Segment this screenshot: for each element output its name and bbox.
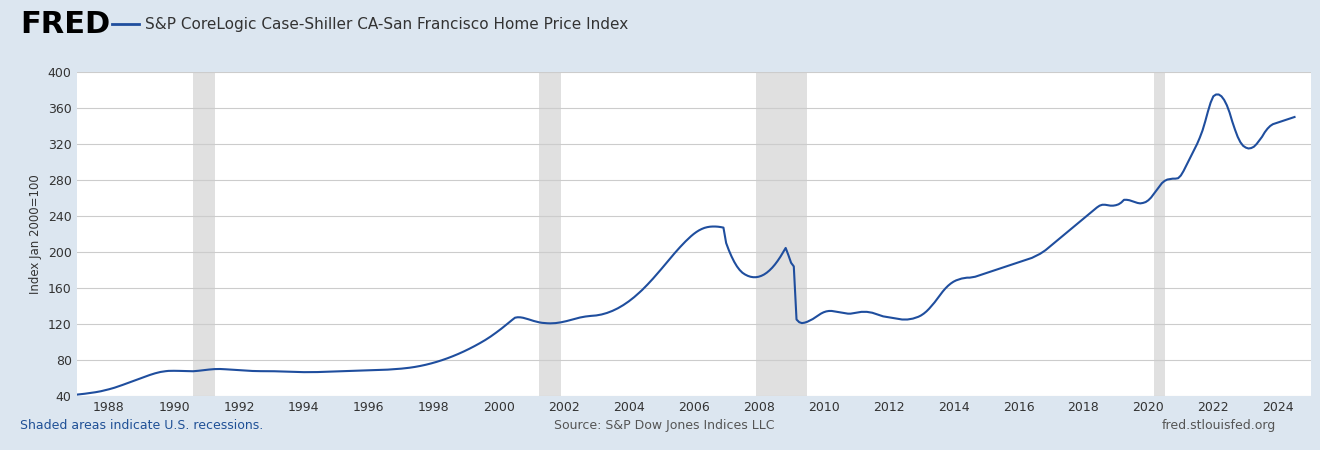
Bar (540, 72, 561, 396)
Text: fred.stlouisfed.org: fred.stlouisfed.org (1162, 419, 1276, 432)
Bar (1154, 72, 1164, 396)
Text: FRED: FRED (20, 10, 110, 39)
Text: Source: S&P Dow Jones Indices LLC: Source: S&P Dow Jones Indices LLC (554, 419, 775, 432)
Text: Shaded areas indicate U.S. recessions.: Shaded areas indicate U.S. recessions. (20, 419, 263, 432)
Text: S&P CoreLogic Case-Shiller CA-San Francisco Home Price Index: S&P CoreLogic Case-Shiller CA-San Franci… (145, 17, 628, 32)
Y-axis label: Index Jan 2000=100: Index Jan 2000=100 (29, 174, 42, 294)
Bar (193, 72, 215, 396)
Bar (756, 72, 808, 396)
